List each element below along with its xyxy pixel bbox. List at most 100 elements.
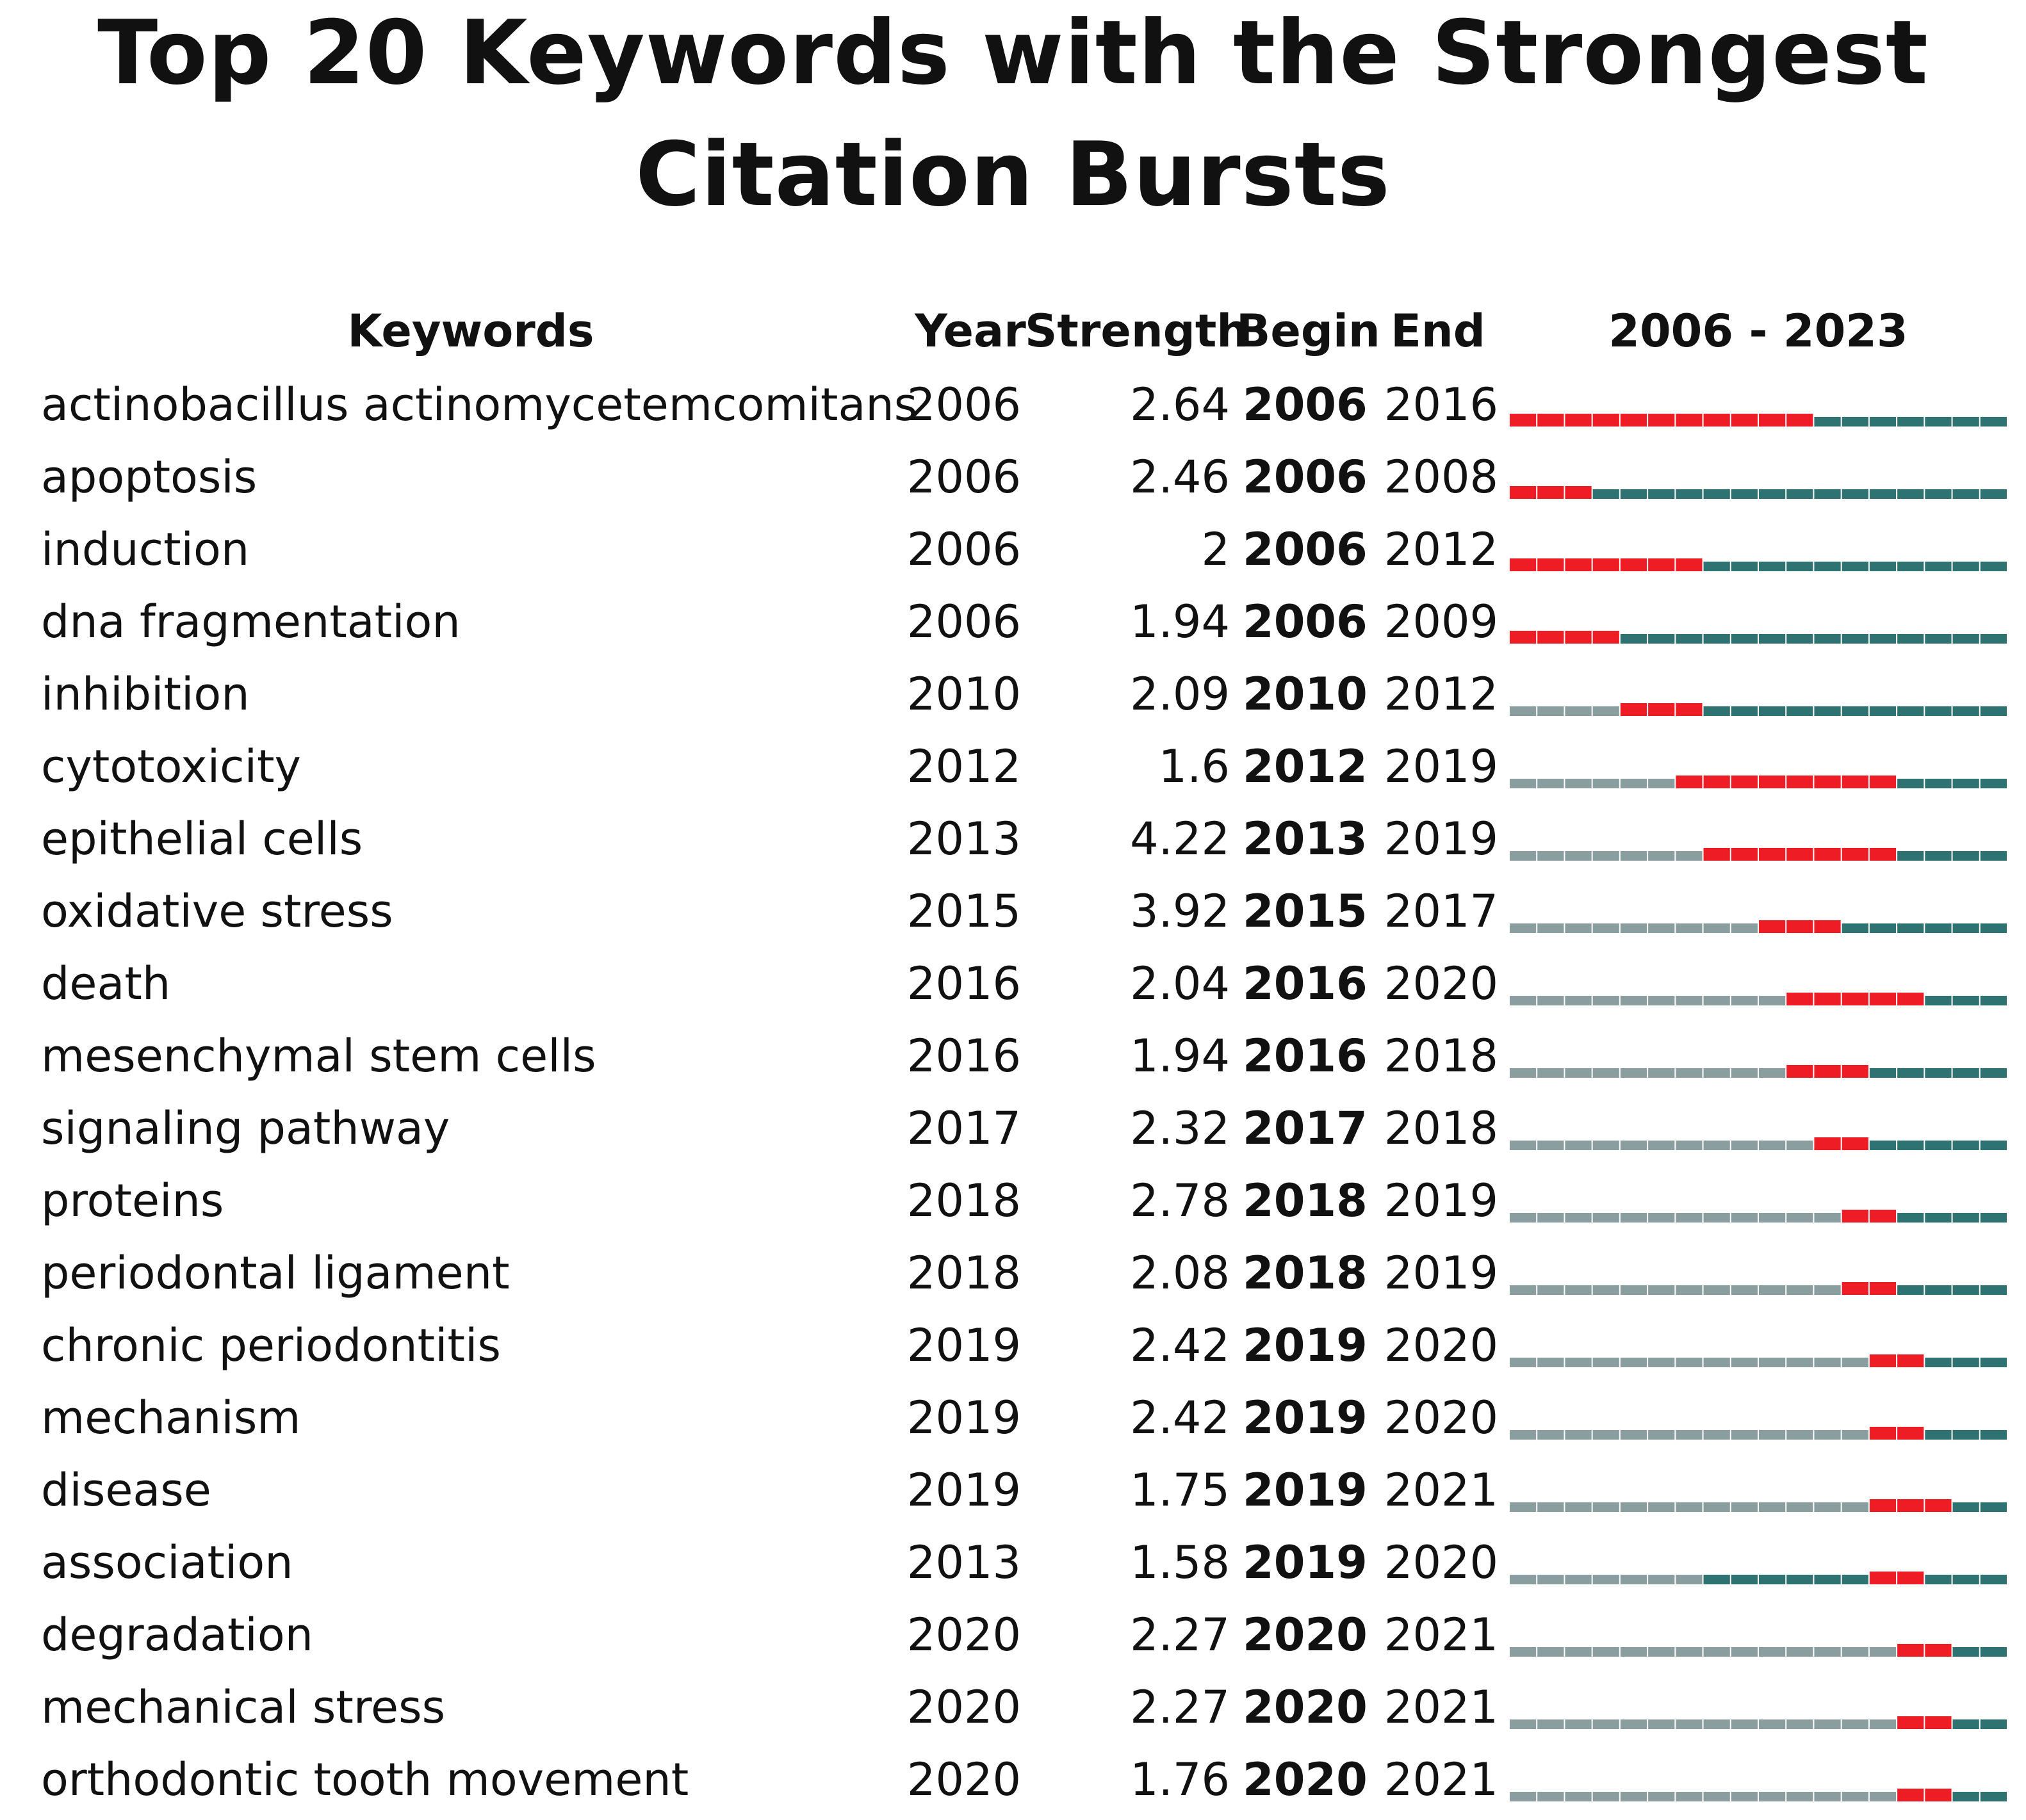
burst-timeline — [1510, 993, 2008, 1005]
begin-cell: 2020 — [1243, 1609, 1368, 1661]
end-cell: 2012 — [1384, 523, 1499, 576]
pre-appearance-segment — [1537, 851, 1564, 861]
chart-title: Top 20 Keywords with the Strongest Citat… — [0, 0, 2026, 236]
pre-appearance-segment — [1648, 1285, 1675, 1295]
active-segment — [1676, 634, 1703, 644]
burst-timeline-svg — [1510, 1572, 2007, 1584]
strength-cell: 4.22 — [1130, 813, 1230, 865]
active-segment — [1980, 923, 2007, 933]
active-segment — [1980, 1430, 2007, 1440]
pre-appearance-segment — [1565, 706, 1592, 716]
end-cell: 2012 — [1384, 668, 1499, 720]
pre-appearance-segment — [1842, 1647, 1868, 1657]
table-row: periodontal ligament 2018 2.08 2018 2019 — [0, 1241, 2026, 1313]
pre-appearance-segment — [1842, 1792, 1868, 1801]
active-segment — [1952, 1285, 1979, 1295]
pre-appearance-segment — [1510, 851, 1537, 861]
active-segment — [1952, 1430, 1979, 1440]
pre-appearance-segment — [1731, 1141, 1758, 1150]
burst-timeline-svg — [1510, 920, 2007, 933]
begin-cell: 2012 — [1243, 740, 1368, 793]
pre-appearance-segment — [1786, 1141, 1813, 1150]
active-segment — [1897, 489, 1924, 499]
active-segment — [1925, 1068, 1952, 1078]
burst-segment — [1897, 993, 1924, 1005]
burst-timeline — [1510, 1427, 2008, 1440]
burst-segment — [1703, 848, 1730, 861]
pre-appearance-segment — [1814, 1358, 1841, 1367]
active-segment — [1786, 562, 1813, 571]
pre-appearance-segment — [1648, 1719, 1675, 1729]
pre-appearance-segment — [1786, 1502, 1813, 1512]
active-segment — [1980, 1358, 2007, 1367]
burst-segment — [1814, 776, 1841, 788]
keyword-cell: degradation — [41, 1609, 314, 1661]
pre-appearance-segment — [1565, 1502, 1592, 1512]
strength-cell: 1.6 — [1158, 740, 1230, 793]
begin-cell: 2006 — [1243, 523, 1368, 576]
active-segment — [1952, 489, 1979, 499]
keyword-cell: death — [41, 957, 171, 1010]
table-row: mechanism 2019 2.42 2019 2020 — [0, 1386, 2026, 1458]
active-segment — [1869, 1141, 1897, 1150]
pre-appearance-segment — [1537, 1213, 1564, 1223]
keyword-cell: orthodontic tooth movement — [41, 1753, 689, 1806]
year-cell: 2013 — [906, 813, 1022, 865]
burst-timeline — [1510, 1644, 2008, 1657]
active-segment — [1925, 634, 1952, 644]
active-segment — [1786, 489, 1813, 499]
strength-cell: 2.42 — [1130, 1319, 1230, 1372]
pre-appearance-segment — [1731, 1285, 1758, 1295]
active-segment — [1842, 1575, 1868, 1584]
pre-appearance-segment — [1759, 1647, 1786, 1657]
active-segment — [1952, 923, 1979, 933]
pre-appearance-segment — [1620, 1068, 1647, 1078]
column-header-strength: Strength — [1025, 305, 1249, 357]
pre-appearance-segment — [1620, 1430, 1647, 1440]
burst-segment — [1759, 848, 1786, 861]
burst-table-body: actinobacillus actinomycetemcomitans 2006… — [0, 373, 2026, 1820]
column-header-keywords: Keywords — [347, 305, 594, 357]
active-segment — [1703, 489, 1730, 499]
active-segment — [1980, 634, 2007, 644]
burst-segment — [1565, 558, 1592, 571]
year-cell: 2020 — [906, 1681, 1022, 1734]
active-segment — [1869, 489, 1897, 499]
active-segment — [1952, 417, 1979, 427]
year-cell: 2018 — [906, 1247, 1022, 1299]
active-segment — [1925, 1430, 1952, 1440]
burst-segment — [1814, 920, 1841, 933]
pre-appearance-segment — [1814, 1719, 1841, 1729]
pre-appearance-segment — [1759, 1792, 1786, 1801]
active-segment — [1952, 1647, 1979, 1657]
keyword-cell: apoptosis — [41, 451, 257, 503]
active-segment — [1814, 1575, 1841, 1584]
end-cell: 2020 — [1384, 957, 1499, 1010]
burst-segment — [1565, 631, 1592, 644]
active-segment — [1980, 996, 2007, 1005]
pre-appearance-segment — [1676, 1647, 1703, 1657]
active-segment — [1842, 489, 1868, 499]
burst-segment — [1592, 414, 1619, 427]
pre-appearance-segment — [1648, 1068, 1675, 1078]
column-header-year: Year — [915, 305, 1026, 357]
burst-timeline — [1510, 703, 2008, 716]
begin-cell: 2018 — [1243, 1247, 1368, 1299]
pre-appearance-segment — [1786, 1430, 1813, 1440]
pre-appearance-segment — [1676, 1792, 1703, 1801]
year-cell: 2018 — [906, 1174, 1022, 1227]
burst-segment — [1925, 1499, 1952, 1512]
burst-segment — [1786, 848, 1813, 861]
begin-cell: 2016 — [1243, 1030, 1368, 1082]
burst-timeline — [1510, 848, 2008, 861]
active-segment — [1842, 706, 1868, 716]
active-segment — [1759, 634, 1786, 644]
burst-timeline — [1510, 776, 2008, 788]
pre-appearance-segment — [1759, 1068, 1786, 1078]
burst-segment — [1897, 1572, 1924, 1584]
pre-appearance-segment — [1648, 1647, 1675, 1657]
burst-segment — [1869, 1210, 1897, 1223]
active-segment — [1980, 1502, 2007, 1512]
active-segment — [1620, 489, 1647, 499]
pre-appearance-segment — [1814, 1502, 1841, 1512]
